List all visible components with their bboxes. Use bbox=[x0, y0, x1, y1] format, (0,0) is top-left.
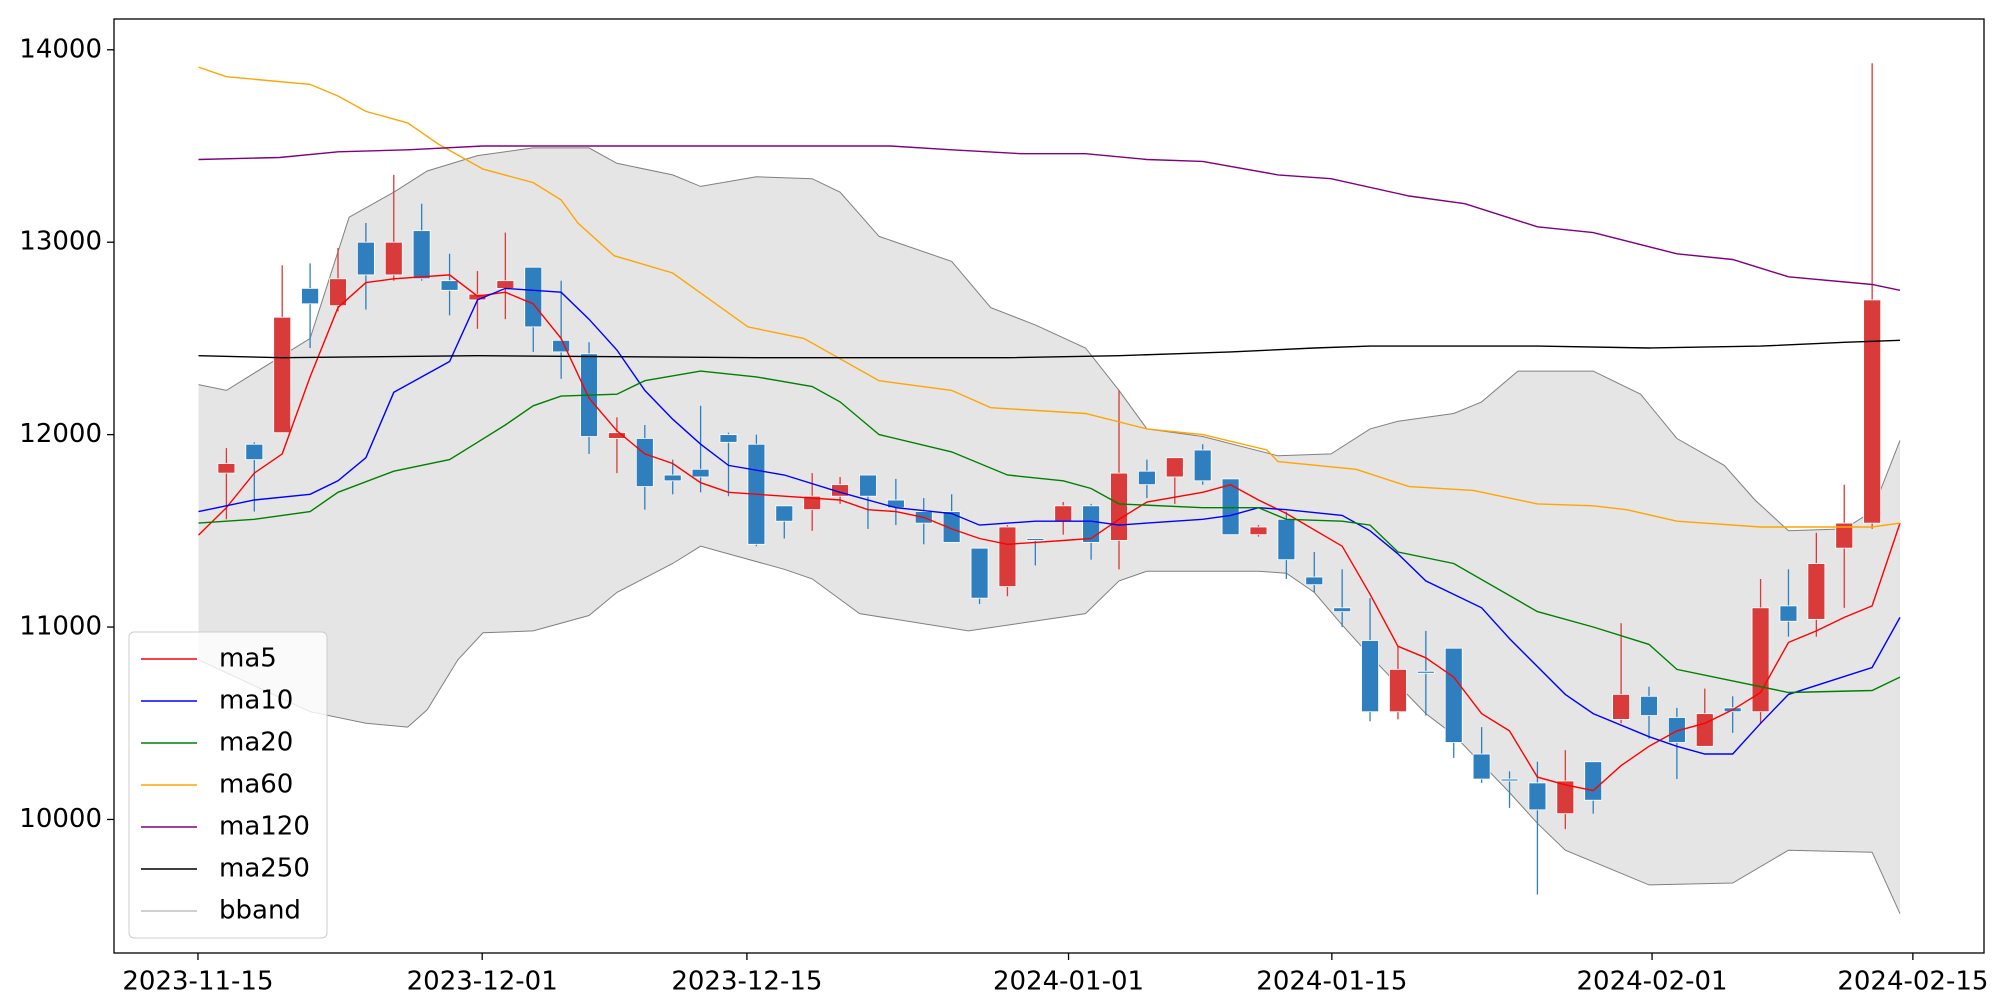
ma-line bbox=[198, 66, 1901, 528]
candle-body bbox=[1054, 505, 1073, 522]
candle-body bbox=[329, 278, 347, 307]
candle-body bbox=[1695, 713, 1714, 747]
legend-label: ma120 bbox=[219, 812, 310, 842]
legend-label: ma20 bbox=[219, 728, 293, 758]
candle-body bbox=[1082, 505, 1101, 543]
y-tick-label: 12000 bbox=[19, 419, 102, 449]
candle-body bbox=[217, 463, 236, 474]
candle-body bbox=[1221, 478, 1240, 536]
candle-body bbox=[1640, 695, 1658, 716]
candle-body bbox=[775, 505, 794, 522]
candle-body bbox=[552, 339, 571, 353]
candle-body bbox=[356, 241, 375, 276]
candle-body bbox=[1556, 780, 1575, 815]
candle-body bbox=[1528, 782, 1547, 811]
candle-body bbox=[691, 468, 710, 478]
plot-area bbox=[198, 63, 1901, 914]
legend-label: ma250 bbox=[219, 854, 310, 884]
x-tick-label: 2023-12-15 bbox=[671, 967, 822, 997]
candle-body bbox=[1807, 563, 1826, 620]
candle-body bbox=[1416, 670, 1435, 674]
candle-body bbox=[1389, 668, 1407, 713]
x-tick-label: 2024-01-15 bbox=[1256, 967, 1407, 997]
legend-label: ma5 bbox=[219, 644, 277, 674]
ma-line bbox=[198, 287, 1901, 755]
x-tick-label: 2024-02-01 bbox=[1577, 967, 1728, 997]
candle-body bbox=[663, 474, 682, 482]
candle-body bbox=[1305, 576, 1324, 586]
candle-body bbox=[1361, 640, 1379, 713]
candle-body bbox=[412, 230, 431, 280]
candle-body bbox=[942, 511, 961, 543]
candle-body bbox=[719, 434, 738, 443]
candle-body bbox=[1500, 778, 1519, 782]
x-tick-label: 2023-11-15 bbox=[122, 967, 273, 997]
candle-body bbox=[245, 443, 264, 461]
candle-body bbox=[1779, 605, 1798, 622]
ma-line bbox=[198, 339, 1901, 359]
band-area bbox=[198, 147, 1900, 914]
y-tick-label: 14000 bbox=[19, 34, 102, 64]
candle-body bbox=[1110, 472, 1128, 541]
candle-body bbox=[1249, 526, 1268, 536]
ma-line bbox=[198, 370, 1901, 694]
candle-body bbox=[273, 316, 292, 434]
candle-body bbox=[440, 280, 459, 291]
y-tick-label: 10000 bbox=[19, 804, 102, 834]
x-tick-label: 2024-01-01 bbox=[993, 967, 1144, 997]
ma-line bbox=[198, 274, 1901, 792]
x-tick-label: 2023-12-01 bbox=[407, 967, 558, 997]
candle-body bbox=[301, 287, 319, 305]
candle-body bbox=[803, 495, 822, 511]
legend: ma5 ma10 ma20 ma60 ma120 ma250 bband bbox=[128, 631, 328, 939]
legend-label: bband bbox=[219, 896, 301, 926]
legend-label: ma60 bbox=[219, 770, 293, 800]
candle-body bbox=[1472, 753, 1491, 780]
candle-body bbox=[608, 432, 626, 439]
candle-body bbox=[524, 266, 543, 328]
candle-body bbox=[859, 474, 877, 497]
y-tick-label: 13000 bbox=[19, 227, 102, 257]
candle-body bbox=[1277, 518, 1296, 561]
band-edge bbox=[198, 147, 1901, 532]
legend-box bbox=[128, 631, 328, 939]
candle-body bbox=[1138, 470, 1156, 486]
candle-body bbox=[1667, 717, 1686, 743]
candle-body bbox=[1026, 538, 1045, 541]
band-edge bbox=[198, 545, 1901, 914]
candle-body bbox=[496, 280, 515, 289]
candle-body bbox=[1863, 299, 1882, 524]
x-tick-label: 2024-02-15 bbox=[1837, 967, 1988, 997]
candle-body bbox=[1165, 457, 1184, 478]
candle-body bbox=[635, 438, 654, 487]
legend-label: ma10 bbox=[219, 686, 293, 716]
candle-body bbox=[1444, 647, 1463, 743]
candle-body bbox=[1193, 449, 1212, 482]
candle-body bbox=[998, 526, 1017, 588]
candle-body bbox=[1584, 761, 1603, 801]
candle-body bbox=[1835, 522, 1854, 549]
y-tick-label: 11000 bbox=[19, 612, 102, 642]
candle-body bbox=[831, 484, 849, 497]
candle-body bbox=[384, 241, 403, 276]
axes-frame bbox=[113, 18, 1985, 954]
ma-line bbox=[198, 145, 1901, 291]
candle-body bbox=[1612, 693, 1631, 720]
candle-body bbox=[1333, 607, 1352, 613]
candle-body bbox=[970, 547, 989, 599]
